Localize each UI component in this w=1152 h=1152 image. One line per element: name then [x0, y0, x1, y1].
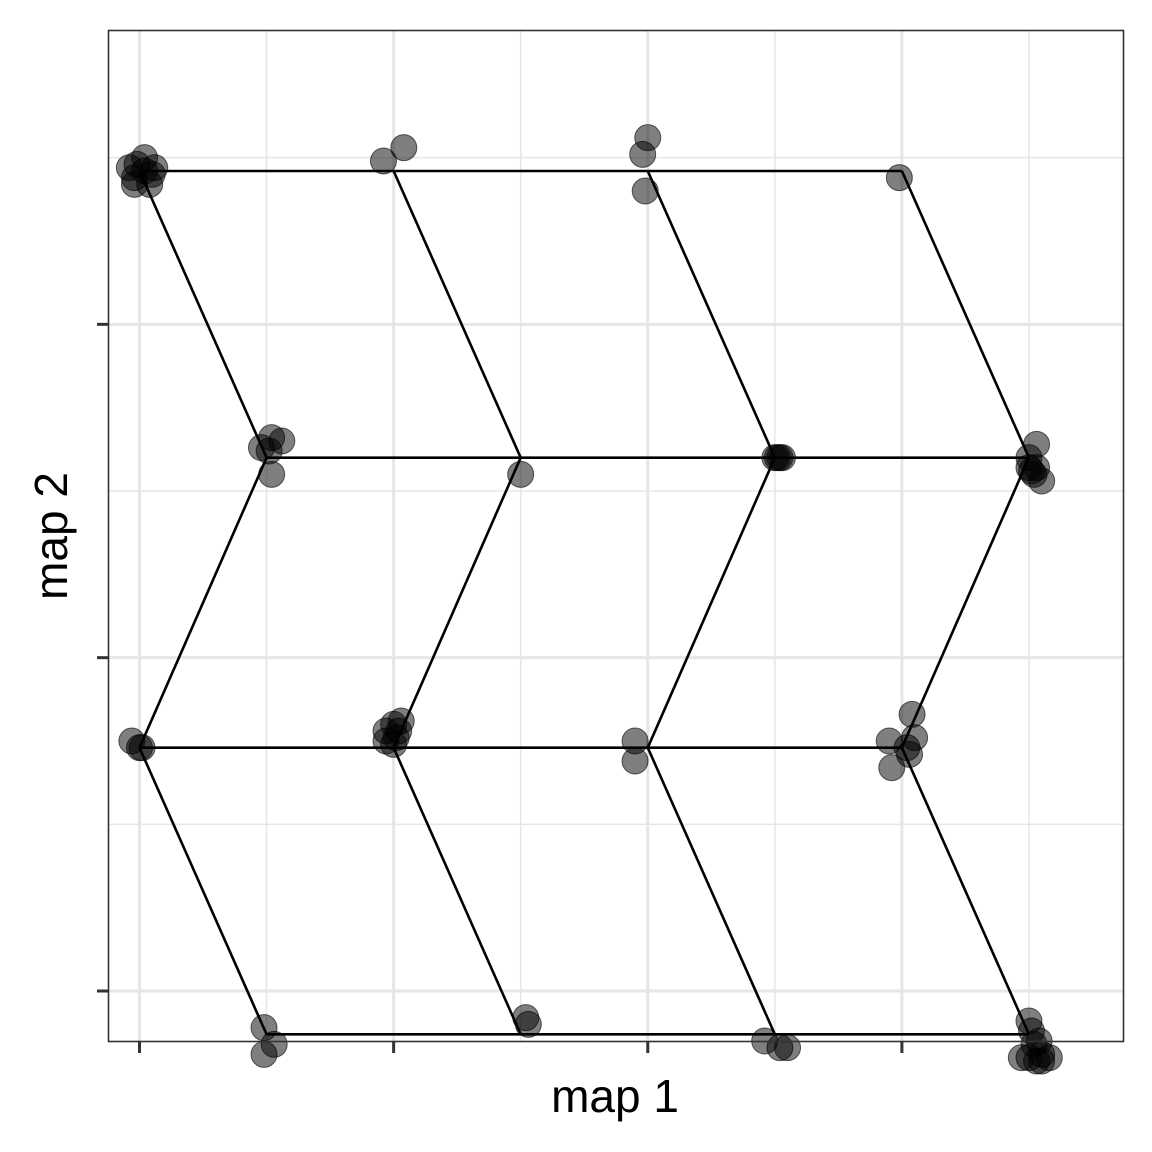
data-point	[631, 177, 659, 205]
data-point	[774, 1034, 802, 1062]
axis-ticks	[97, 322, 904, 1053]
data-point	[898, 700, 926, 728]
data-point	[369, 147, 397, 175]
lattice-edges	[138, 169, 1031, 1036]
data-point	[1035, 1044, 1063, 1072]
lattice-edge	[392, 747, 522, 1035]
data-point	[768, 444, 796, 472]
lattice-edge	[138, 747, 268, 1035]
data-point	[1023, 430, 1051, 458]
lattice-edge	[900, 170, 1031, 459]
data-point	[268, 427, 296, 455]
grid-layer	[109, 31, 1123, 1041]
lattice-edge	[138, 457, 268, 749]
lattice-edge	[646, 747, 777, 1035]
data-point	[390, 134, 418, 162]
data-point	[1018, 457, 1046, 485]
lattice-edge	[138, 170, 268, 459]
data-point	[514, 1010, 542, 1038]
lattice-edge	[900, 747, 1031, 1035]
data-point	[507, 460, 535, 488]
x-axis-title: map 1	[551, 1070, 679, 1122]
data-point	[885, 164, 913, 192]
data-points	[115, 124, 1063, 1075]
lattice-edge	[392, 170, 522, 459]
data-point	[258, 460, 286, 488]
data-point	[141, 154, 169, 182]
data-point	[128, 734, 156, 762]
data-point	[385, 717, 413, 745]
data-point	[621, 747, 649, 775]
lattice-edge	[646, 457, 777, 749]
data-point	[629, 140, 657, 168]
data-point	[250, 1040, 278, 1068]
y-axis-title: map 2	[25, 472, 77, 600]
lattice-edge	[646, 170, 777, 459]
data-point	[896, 740, 924, 768]
panel-border	[107, 29, 1125, 1043]
lattice-edge	[392, 457, 522, 749]
lattice-edge	[900, 457, 1031, 749]
